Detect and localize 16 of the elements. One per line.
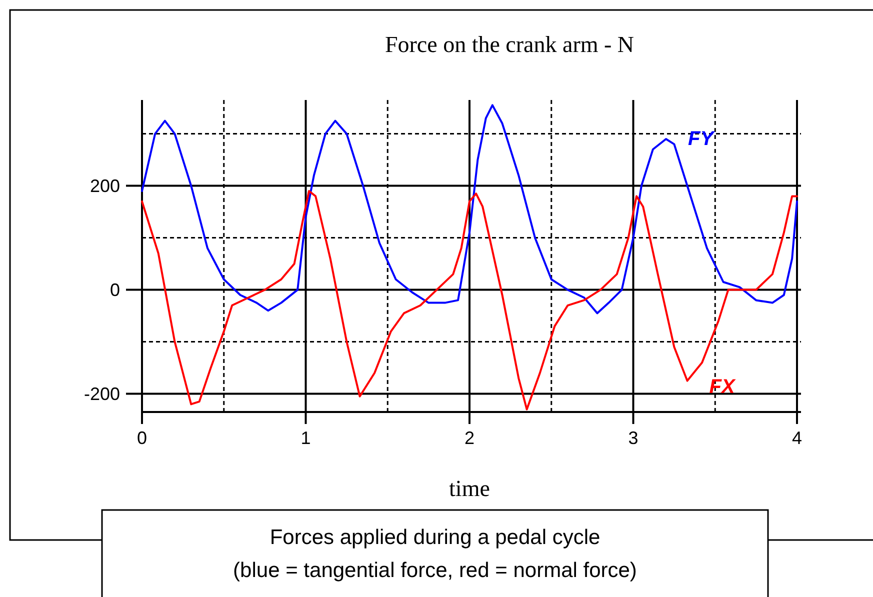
- x-tick-label: 1: [300, 428, 311, 448]
- series-label: FX: [709, 376, 737, 398]
- x-tick-label: 3: [628, 428, 638, 448]
- y-tick-label: 0: [110, 280, 120, 300]
- chart-title: Force on the crank arm - N: [384, 32, 634, 57]
- series-label: FY: [688, 128, 716, 150]
- x-tick-label: 4: [792, 428, 802, 448]
- x-tick-label: 2: [464, 428, 475, 448]
- text: (blue = tangential force, red = normal force): [233, 559, 637, 582]
- x-axis-title: time: [449, 476, 490, 501]
- y-tick-label: 200: [90, 176, 120, 196]
- x-tick-label: 0: [136, 428, 148, 448]
- text: Forces applied during a pedal cycle: [270, 526, 600, 549]
- y-tick-label: -200: [84, 384, 120, 404]
- line-series: [141, 190, 798, 410]
- line-series: [141, 104, 798, 314]
